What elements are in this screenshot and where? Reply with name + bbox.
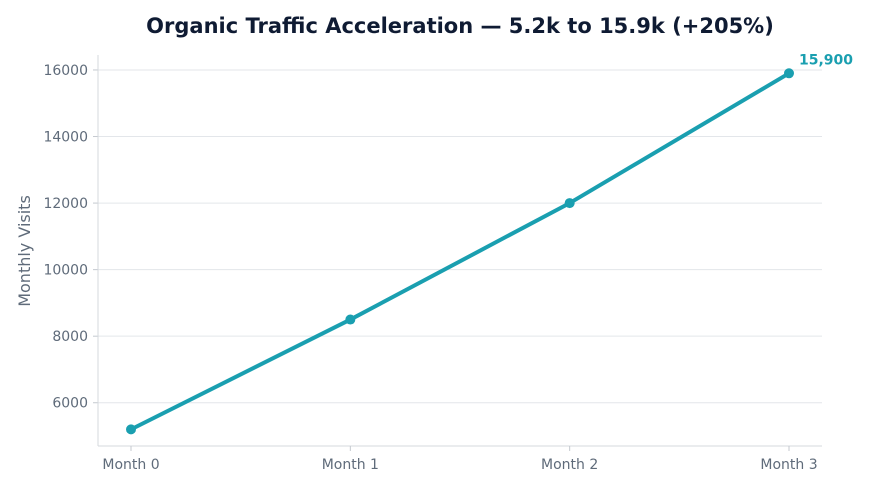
value-annotation: 15,900 (799, 52, 853, 68)
y-tick-label: 8000 (52, 329, 88, 345)
x-tick-label: Month 0 (102, 457, 159, 473)
data-point (564, 198, 575, 209)
data-point (784, 68, 794, 79)
chart-title: Organic Traffic Acceleration — 5.2k to 1… (146, 14, 774, 38)
y-tick-label: 16000 (43, 63, 88, 79)
series (126, 68, 794, 435)
x-tick-label: Month 1 (322, 457, 379, 473)
y-tick-label: 6000 (52, 396, 88, 412)
gridlines (98, 69, 822, 404)
x-tick-label: Month 2 (541, 457, 598, 473)
y-tick-label: 14000 (43, 130, 88, 146)
y-tick-label: 10000 (43, 263, 88, 279)
series-line (129, 71, 791, 432)
labels: 6000 8000 10000 12000 14000 16000 Month 0 Month… (43, 52, 853, 473)
data-point (345, 314, 356, 325)
x-tick-label: Month 3 (760, 457, 817, 473)
y-axis-label: Monthly Visits (15, 195, 34, 307)
data-point (126, 424, 136, 435)
axes (93, 55, 822, 451)
y-tick-label: 12000 (43, 196, 88, 212)
